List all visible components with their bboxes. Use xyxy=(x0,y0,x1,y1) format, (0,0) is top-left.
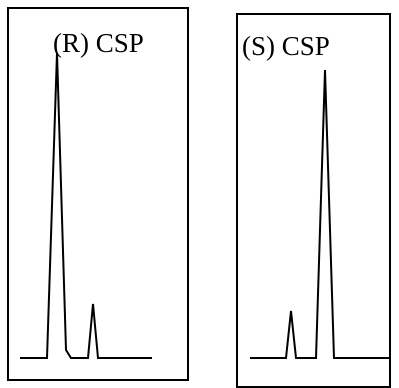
panel-s-frame xyxy=(236,13,391,388)
panel-s-csp: (S) CSP xyxy=(236,13,391,388)
panel-r-csp: (R) CSP xyxy=(7,7,189,381)
panel-r-frame xyxy=(7,7,189,381)
panel-s-label: (S) CSP xyxy=(242,31,330,61)
panel-r-label: (R) CSP xyxy=(53,28,144,58)
panel-r-chromatogram-trace xyxy=(20,52,152,359)
panel-s-chromatogram-trace xyxy=(250,69,389,359)
